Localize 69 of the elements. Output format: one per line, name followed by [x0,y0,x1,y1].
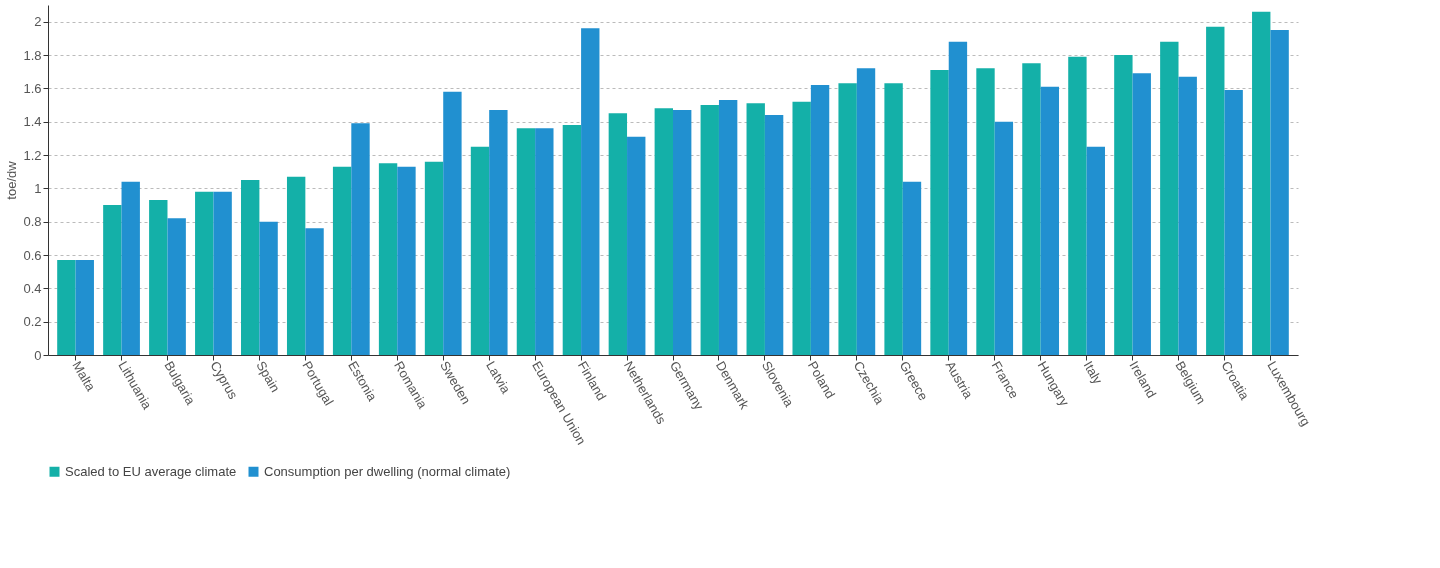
bar [746,103,765,355]
y-tick-label: 1.2 [23,147,42,163]
bar [305,228,324,355]
bar [1178,76,1197,355]
bar [443,91,462,355]
bar [489,110,508,355]
bar [581,28,600,355]
bar [1114,55,1133,355]
x-tick-label: Italy [1080,358,1106,388]
bar [856,68,876,355]
y-tick-label: 0.8 [23,214,42,230]
bar [562,125,582,355]
bar [103,205,122,355]
bar [673,110,692,355]
bar [351,123,370,355]
bar [838,83,857,355]
bar [718,100,738,355]
bar [1252,11,1271,355]
bar [994,121,1014,355]
bar [764,115,784,355]
y-tick-label: 0 [34,347,42,363]
bar [516,128,536,355]
bar [627,136,646,355]
bar [378,163,398,355]
bar [1224,90,1243,355]
bar [902,181,922,355]
bar [535,128,554,355]
bar [1132,73,1151,355]
bar [167,218,186,355]
bar [121,181,140,355]
bar [149,200,168,355]
bar [213,191,232,355]
y-tick-label: 0.6 [23,247,42,263]
bar [1040,86,1060,355]
y-axis-title: toe/dw [4,160,20,200]
y-tick-label: 0.4 [23,280,42,296]
bar [259,221,278,355]
y-tick-label: 1.6 [23,80,42,96]
y-tick-label: 2 [34,14,42,30]
legend-label: Scaled to EU average climate [65,463,237,479]
bar [976,68,995,355]
bar [424,161,444,355]
bar [470,146,490,355]
y-tick-label: 1.8 [23,47,42,63]
bar [195,191,214,355]
y-tick-label: 0.2 [23,314,42,330]
bar [1022,63,1041,355]
bar [1160,41,1179,355]
bar [700,105,719,355]
bar [1068,56,1087,355]
bar [810,85,830,355]
bar [608,113,628,355]
bar [241,180,260,355]
bar [286,176,306,355]
bar [654,108,673,355]
bar [332,166,352,355]
y-tick-label: 1.4 [23,114,42,130]
bar [930,70,949,355]
bar [75,260,94,355]
legend-label: Consumption per dwelling (normal climate) [264,463,511,479]
bar [1086,146,1105,355]
bar [884,83,903,355]
bar [948,41,968,355]
y-tick-label: 1 [34,180,42,196]
bar [792,101,811,355]
bar [1206,26,1225,355]
bar [1270,30,1289,355]
bar [397,166,416,355]
bar [57,260,76,355]
